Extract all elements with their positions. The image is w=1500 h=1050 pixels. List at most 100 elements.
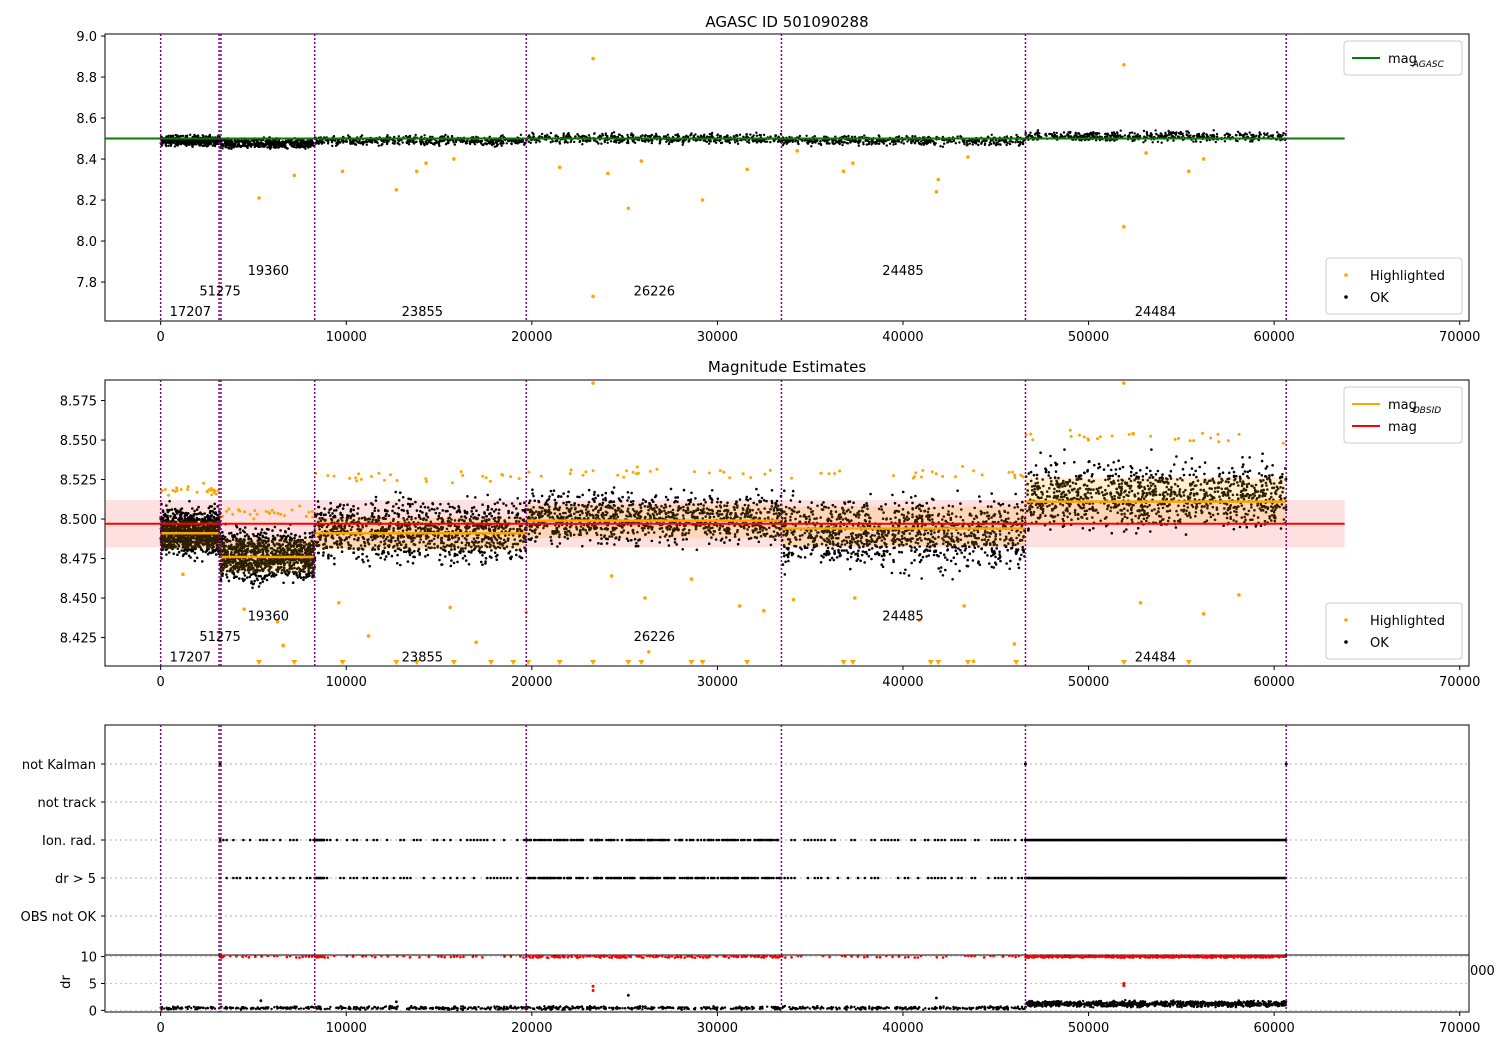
y-tick-label: 10 bbox=[80, 951, 97, 966]
x-tick-label: 50000 bbox=[1068, 675, 1109, 690]
x-tick-label: 0 bbox=[157, 330, 165, 345]
highlighted-point bbox=[1131, 431, 1135, 436]
legend-subscript: AGASC bbox=[1412, 60, 1445, 70]
flag-point-not-kalman bbox=[1284, 762, 1288, 766]
dr-outlier-point bbox=[626, 993, 630, 997]
x-tick-label: 70000 bbox=[1439, 1021, 1480, 1036]
clipped-point-marker bbox=[935, 660, 942, 665]
highlighted-point bbox=[394, 188, 399, 192]
x-tick-label: 10000 bbox=[326, 330, 367, 345]
highlighted-point bbox=[606, 171, 610, 176]
y-tick-label: 8.475 bbox=[60, 553, 97, 568]
panel-magnitude-estimates: 17207 51275 19360 23855 26226 24485 24484 0 1000… bbox=[60, 379, 1480, 690]
ok-points-segment bbox=[780, 489, 1027, 581]
x-tick-label: 0 bbox=[157, 1021, 165, 1036]
x-tick-label: 60000 bbox=[1253, 675, 1294, 690]
dr-outlier-point bbox=[259, 999, 263, 1003]
clipped-point-marker bbox=[1120, 660, 1127, 665]
highlighted-point bbox=[1237, 593, 1241, 597]
clipped-point-marker bbox=[840, 660, 847, 665]
x-tick-label: 50000 bbox=[1068, 1021, 1109, 1036]
y-tick-label: 7.8 bbox=[76, 276, 97, 291]
obsid-label: 24485 bbox=[882, 264, 923, 279]
flag-points-ion-rad bbox=[218, 838, 1288, 842]
highlighted-point bbox=[1138, 600, 1143, 605]
obsid-label: 24484 bbox=[1135, 651, 1176, 666]
ok-points-segment bbox=[313, 133, 528, 148]
highlighted-point bbox=[700, 198, 705, 202]
highlighted-point bbox=[639, 159, 644, 163]
clipped-point-marker bbox=[413, 660, 420, 665]
highlighted-point bbox=[1144, 151, 1148, 155]
legend-box bbox=[1325, 602, 1463, 660]
flag-category-label: dr > 5 bbox=[55, 872, 96, 887]
dr-axis-label: dr bbox=[59, 975, 74, 989]
x-tick-label: 40000 bbox=[882, 330, 923, 345]
highlighted-point bbox=[292, 173, 297, 178]
highlighted-point bbox=[424, 161, 428, 165]
clipped-point-marker bbox=[744, 660, 751, 665]
x-tick-label: 40000 bbox=[882, 1021, 923, 1036]
legend-swatch-point bbox=[1344, 640, 1348, 644]
clipped-point-marker bbox=[1185, 660, 1192, 665]
chart-title-magnitude-estimates: Magnitude Estimates bbox=[708, 358, 866, 376]
legend-box bbox=[1325, 257, 1463, 315]
highlighted-point bbox=[643, 596, 647, 600]
x-tick-label: 60000 bbox=[1253, 1021, 1294, 1036]
highlighted-point bbox=[452, 157, 456, 161]
legend-label: mag bbox=[1388, 52, 1417, 67]
legend-swatch-point bbox=[1344, 295, 1348, 299]
highlighted-point bbox=[366, 634, 371, 638]
y-tick-label: 5 bbox=[89, 978, 97, 993]
y-tick-label: 8.425 bbox=[60, 632, 97, 647]
obsid-label: 24485 bbox=[882, 609, 923, 624]
highlighted-point bbox=[791, 597, 796, 602]
highlighted-point bbox=[591, 381, 595, 385]
highlighted-point bbox=[852, 596, 857, 600]
ok-points-segment bbox=[780, 133, 1026, 148]
highlighted-point bbox=[795, 149, 800, 153]
highlighted-point bbox=[966, 155, 970, 159]
highlighted-point bbox=[609, 574, 614, 578]
highlighted-point bbox=[971, 659, 976, 664]
highlighted-point bbox=[737, 604, 742, 608]
highlighted-point bbox=[1122, 62, 1126, 67]
dr-red-point bbox=[1122, 982, 1126, 985]
flag-point-not-kalman bbox=[218, 762, 222, 766]
obsid-label: 17207 bbox=[170, 651, 211, 666]
highlighted-upper-points bbox=[221, 504, 314, 521]
flag-category-label: Ion. rad. bbox=[42, 834, 96, 849]
dr-red-point bbox=[591, 988, 595, 992]
highlighted-point bbox=[281, 643, 285, 648]
x-tick-label: 70000 bbox=[1439, 675, 1480, 690]
clipped-point-marker bbox=[638, 660, 645, 665]
highlighted-point bbox=[934, 190, 939, 194]
clipped-point-marker bbox=[699, 660, 706, 665]
highlighted-point bbox=[745, 167, 749, 172]
highlighted-point bbox=[917, 618, 922, 622]
y-tick-label: 0 bbox=[89, 1004, 97, 1019]
clipped-point-marker bbox=[339, 660, 346, 665]
legend-box bbox=[1343, 40, 1463, 76]
panel-flags: not Kalman not track Ion. rad. dr > 5 OBS no… bbox=[21, 724, 1470, 956]
highlighted-point bbox=[257, 196, 261, 200]
highlighted-upper-points bbox=[314, 470, 521, 485]
highlighted-point bbox=[962, 604, 967, 608]
dr-red-point bbox=[591, 984, 595, 988]
obsid-label: 51275 bbox=[199, 630, 240, 645]
highlighted-point bbox=[1012, 642, 1017, 646]
highlighted-point bbox=[181, 572, 185, 577]
y-tick-label: 8.8 bbox=[76, 71, 97, 86]
highlighted-point bbox=[851, 161, 855, 165]
obsid-label: 19360 bbox=[248, 264, 289, 279]
legend-box bbox=[1343, 386, 1463, 444]
x-tick-label: 20000 bbox=[511, 330, 552, 345]
clipped-point-marker bbox=[256, 660, 263, 665]
dr-outlier-point bbox=[934, 996, 938, 1000]
clipped-point-marker bbox=[590, 660, 597, 665]
x-tick-label: 0 bbox=[157, 675, 165, 690]
x-tick-label: 50000 bbox=[1068, 330, 1109, 345]
y-tick-label: 8.500 bbox=[60, 513, 97, 528]
x-tick-fragment: 000 bbox=[1470, 964, 1495, 979]
y-tick-label: 8.525 bbox=[60, 474, 97, 489]
